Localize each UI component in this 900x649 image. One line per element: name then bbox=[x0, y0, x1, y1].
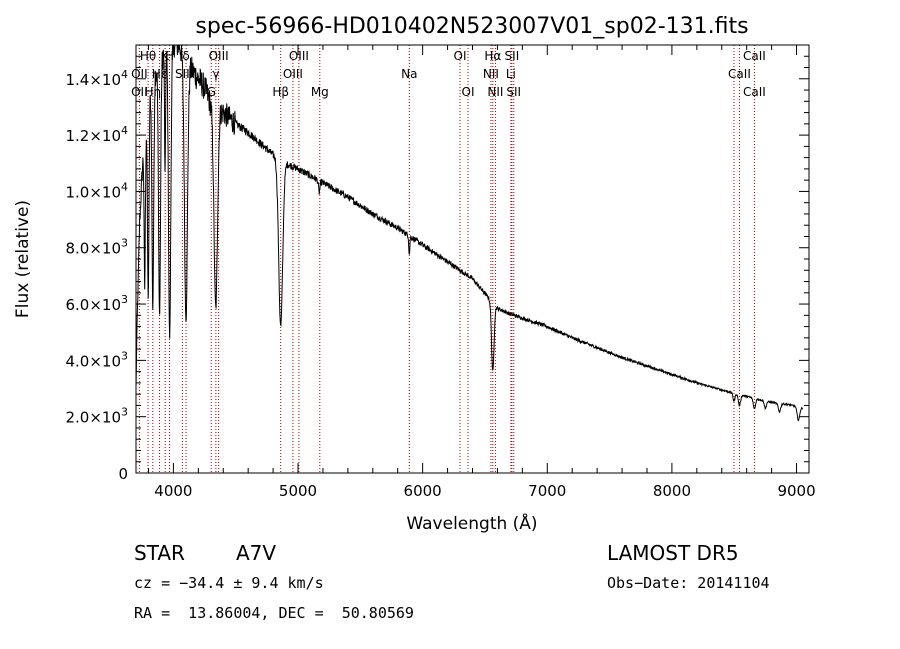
line-label-5: OIII bbox=[289, 49, 309, 63]
line-label-25: NII bbox=[487, 85, 503, 99]
y-axis-ticks: 0 2.0×103 4.0×103 6.0×103 8.0×103 1.0×104 1.2×… bbox=[65, 44, 809, 483]
line-label-16: NII bbox=[483, 67, 499, 81]
line-label-0: Hθ bbox=[140, 49, 156, 63]
line-label-24: OI bbox=[462, 85, 475, 99]
line-label-4: OIII bbox=[209, 49, 229, 63]
object-class: STAR bbox=[134, 541, 185, 565]
x-tick-label-0: 4000 bbox=[154, 482, 192, 500]
line-label-7: Hα bbox=[484, 49, 501, 63]
observation-date: Obs−Date: 20141104 bbox=[607, 574, 770, 592]
line-label-21: G bbox=[207, 85, 216, 99]
line-label-22: Hβ bbox=[272, 85, 289, 99]
coordinates-readout: RA = 13.86004, DEC = 50.80569 bbox=[134, 604, 414, 622]
object-subclass: A7V bbox=[236, 541, 277, 565]
line-label-23: Mg bbox=[311, 85, 329, 99]
line-label-8: SII bbox=[505, 49, 520, 63]
line-label-10: OII bbox=[131, 67, 148, 81]
line-label-2: H bbox=[165, 49, 174, 63]
spectral-line-labels: Hθ KH δ OIII OIII OI Hα SII CaII OII Hε SII γ OIII Na N… bbox=[131, 49, 766, 99]
y-tick-label-2: 4.0×103 bbox=[65, 349, 128, 370]
line-label-9: CaII bbox=[743, 49, 766, 63]
y-tick-label-6: 1.2×104 bbox=[65, 124, 128, 145]
x-tick-label-4: 8000 bbox=[653, 482, 691, 500]
y-tick-label-7: 1.4×104 bbox=[65, 68, 128, 89]
redshift-readout: cz = −34.4 ± 9.4 km/s bbox=[134, 574, 324, 592]
line-label-1: K bbox=[161, 49, 170, 63]
line-label-18: CaII bbox=[728, 67, 751, 81]
x-tick-label-3: 7000 bbox=[528, 482, 566, 500]
line-label-6: OI bbox=[454, 49, 467, 63]
x-tick-label-1: 5000 bbox=[279, 482, 317, 500]
y-tick-label-3: 6.0×103 bbox=[65, 293, 128, 314]
line-label-27: CaII bbox=[743, 85, 766, 99]
spectrum-line bbox=[135, 44, 803, 422]
line-label-26: SII bbox=[506, 85, 521, 99]
line-label-17: Li bbox=[506, 67, 516, 81]
survey-name: LAMOST DR5 bbox=[607, 541, 739, 565]
y-tick-label-0: 0 bbox=[118, 465, 128, 483]
line-label-20: Hη bbox=[145, 85, 162, 99]
x-tick-label-5: 9000 bbox=[777, 482, 815, 500]
line-label-11: Hε bbox=[152, 67, 168, 81]
line-label-15: Na bbox=[401, 67, 417, 81]
line-label-13: γ bbox=[212, 67, 219, 81]
y-tick-label-5: 1.0×104 bbox=[65, 180, 128, 201]
line-label-3: δ bbox=[182, 49, 189, 63]
chart-title: spec-56966-HD010402N523007V01_sp02-131.f… bbox=[195, 14, 748, 39]
line-label-14: OIII bbox=[283, 67, 303, 81]
x-tick-label-2: 6000 bbox=[404, 482, 442, 500]
x-axis-label: Wavelength (Å) bbox=[406, 512, 537, 534]
y-tick-label-1: 2.0×103 bbox=[65, 406, 128, 427]
y-tick-label-4: 8.0×103 bbox=[65, 237, 128, 258]
line-label-19: OII bbox=[131, 85, 148, 99]
y-axis-label: Flux (relative) bbox=[13, 200, 33, 318]
x-axis-ticks: 4000 5000 6000 7000 8000 9000 bbox=[147, 45, 816, 500]
plot-frame bbox=[135, 44, 810, 474]
